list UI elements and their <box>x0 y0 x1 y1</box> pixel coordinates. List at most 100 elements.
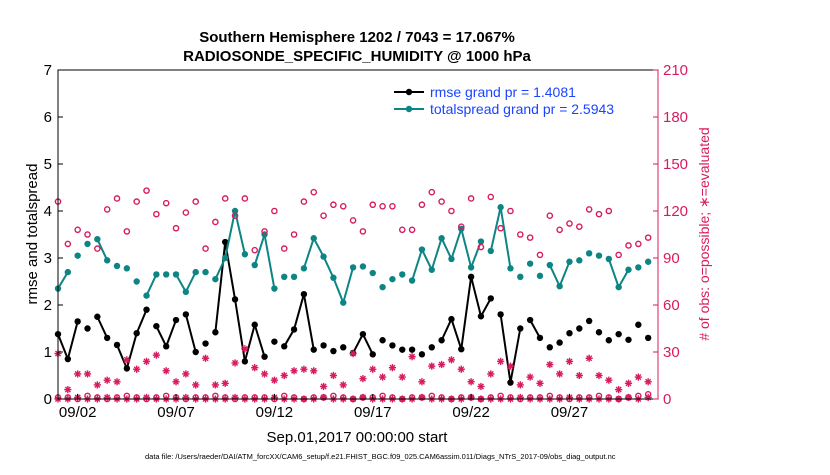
rmse-point <box>418 351 426 358</box>
legend-totalspread-label: totalspread grand pr = 2.5943 <box>430 101 614 117</box>
possible-point <box>231 212 239 219</box>
rmse-point <box>595 329 603 336</box>
totalspread-segment <box>440 237 453 260</box>
rmse-point <box>310 346 317 353</box>
possible-point <box>605 207 613 215</box>
rmse-segment <box>529 319 541 339</box>
totalspread-point <box>517 273 524 280</box>
totalspread-point <box>477 238 485 245</box>
evaluated-point <box>359 375 367 383</box>
possible-point <box>320 212 327 219</box>
possible-point <box>536 251 544 259</box>
possible-point <box>202 245 209 252</box>
evaluated-point <box>605 376 613 384</box>
possible-point <box>251 246 259 254</box>
rmse-segment <box>125 332 138 369</box>
legend-totalspread-marker <box>405 105 413 113</box>
evaluated-point <box>182 370 190 378</box>
totalspread-segment <box>607 258 620 288</box>
totalspread-point <box>536 272 544 280</box>
evaluated-point <box>142 357 151 365</box>
evaluated-point <box>103 376 111 384</box>
y-axis-left-label: rmse and totalspread <box>24 164 41 305</box>
y-right-tick-label: 90 <box>663 250 680 267</box>
legend: rmse grand pr = 1.4081 totalspread grand… <box>394 84 614 117</box>
evaluated-point <box>408 353 416 361</box>
x-tick-label: 09/12 <box>256 404 294 421</box>
evaluated-point <box>369 365 377 373</box>
rmse-segment <box>499 314 512 383</box>
totalspread-point <box>300 265 308 272</box>
evaluated-point <box>438 360 446 369</box>
rmse-point <box>133 330 140 337</box>
rmse-point <box>340 344 347 351</box>
possible-point <box>94 245 101 252</box>
evaluated-point <box>634 373 642 381</box>
possible-point <box>339 202 347 210</box>
rmse-point <box>438 337 445 344</box>
totalspread-segment <box>548 264 561 287</box>
totalspread-point <box>162 271 170 278</box>
totalspread-point <box>94 236 101 243</box>
possible-point <box>408 226 416 234</box>
totalspread-point <box>625 266 632 273</box>
totalspread-segment <box>332 277 345 304</box>
evaluated-point <box>251 364 259 372</box>
totalspread-point <box>281 273 288 280</box>
totalspread-point <box>113 262 121 270</box>
possible-point <box>389 202 396 210</box>
rmse-segment <box>184 314 197 353</box>
evaluated-point <box>575 371 583 380</box>
evaluated-point <box>388 364 397 372</box>
evaluated-point <box>624 379 633 387</box>
totalspread-point <box>212 275 219 283</box>
rmse-point <box>448 315 455 323</box>
rmse-point <box>467 273 475 280</box>
y-left-tick-label: 6 <box>44 109 52 126</box>
footnote: data file: /Users/raeder/DAI/ATM_forcXX/… <box>145 452 616 461</box>
rmse-point <box>408 346 416 353</box>
possible-point <box>84 231 91 238</box>
totalspread-point <box>438 235 445 242</box>
totalspread-point <box>566 258 573 265</box>
totalspread-point <box>202 268 209 276</box>
rmse-segment <box>362 333 374 355</box>
rmse-segment <box>135 309 148 334</box>
rmse-point <box>251 321 258 328</box>
totalspread-point <box>369 269 376 277</box>
rmse-segment <box>293 293 305 330</box>
y-left-tick-label: 0 <box>44 391 52 408</box>
possible-point <box>123 228 131 235</box>
totalspread-point <box>448 255 455 263</box>
rmse-point <box>123 365 131 372</box>
rmse-segment <box>352 333 364 354</box>
totalspread-point <box>192 268 199 276</box>
y-right-tick-label: 180 <box>663 109 688 126</box>
evaluated-point <box>487 370 495 378</box>
rmse-point <box>517 325 524 332</box>
y-right-tick-label: 210 <box>663 62 688 79</box>
rmse-segment <box>460 276 473 350</box>
rmse-point <box>231 296 239 303</box>
possible-point <box>64 240 72 248</box>
possible-point <box>516 231 524 238</box>
evaluated-point <box>506 362 515 370</box>
evaluated-point <box>123 356 131 364</box>
y-right-tick-label: 0 <box>663 391 671 408</box>
totalspread-segment <box>214 257 227 280</box>
rmse-segment <box>66 321 79 360</box>
possible-point <box>418 201 426 209</box>
evaluated-point <box>280 371 288 380</box>
totalspread-segment <box>145 274 158 297</box>
rmse-point <box>192 348 199 356</box>
evaluated-point <box>241 345 249 353</box>
possible-point <box>497 224 504 232</box>
y-left-tick-label: 3 <box>44 250 52 267</box>
possible-point <box>192 198 200 205</box>
totalspread-point <box>84 240 91 248</box>
evaluated-point <box>231 359 239 367</box>
rmse-segment <box>509 328 522 383</box>
rmse-point <box>113 341 121 349</box>
possible-point <box>241 195 249 202</box>
possible-point <box>556 226 563 234</box>
